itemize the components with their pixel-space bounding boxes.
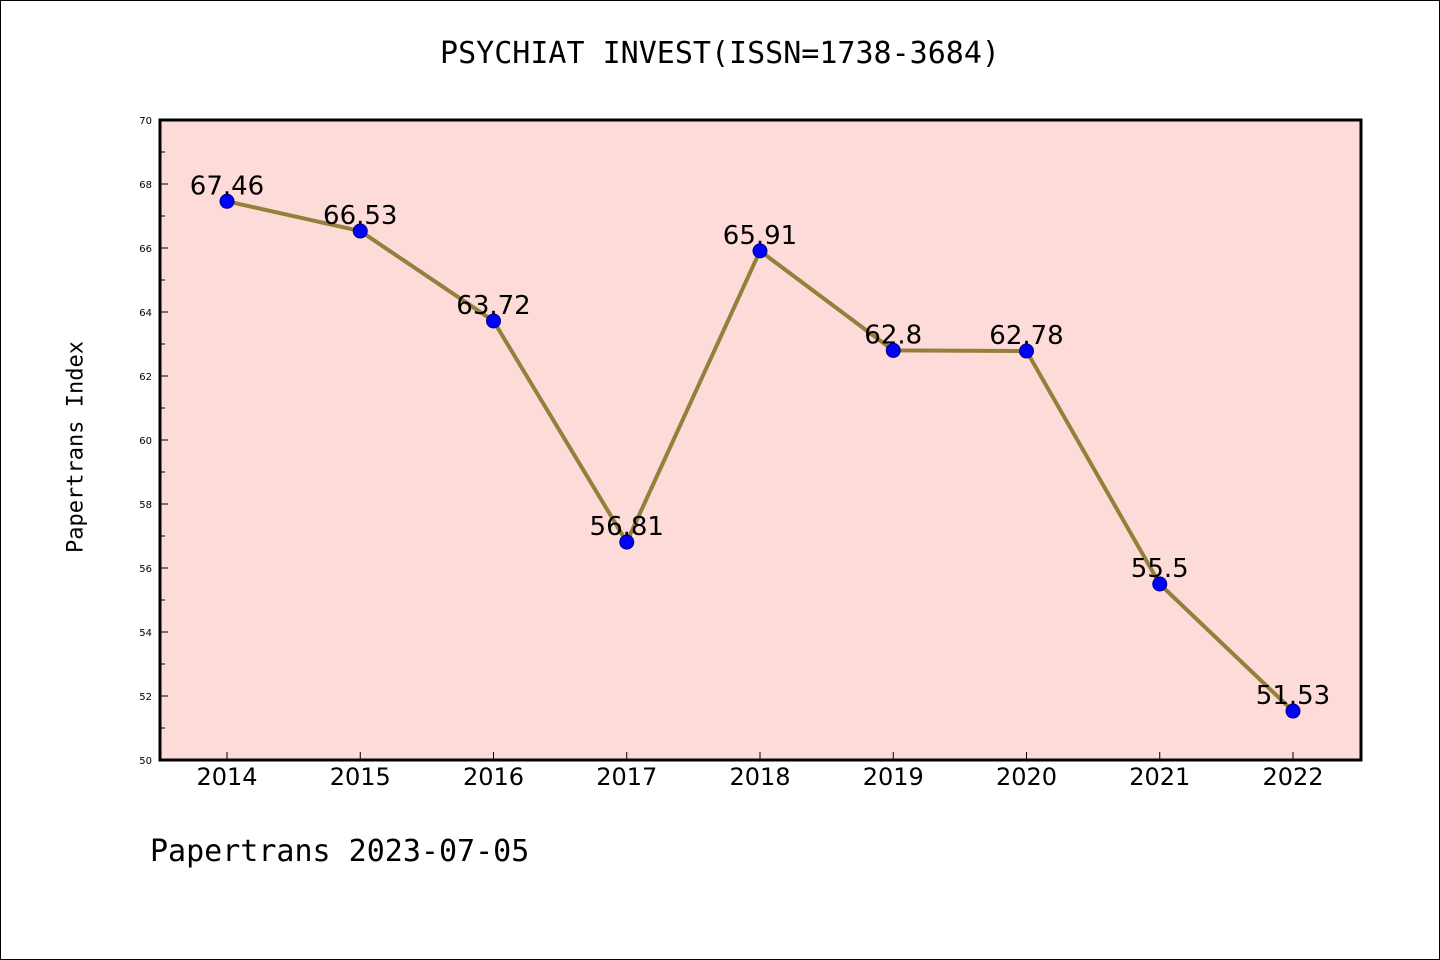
data-point xyxy=(752,243,768,259)
x-tick-label: 2018 xyxy=(729,763,790,791)
data-label: 62.8 xyxy=(864,320,922,350)
data-label: 56.81 xyxy=(590,512,664,542)
data-point xyxy=(1285,703,1301,719)
data-label: 62.78 xyxy=(989,321,1063,351)
x-tick-label: 2022 xyxy=(1262,763,1323,791)
y-tick-label: 58 xyxy=(139,500,152,511)
data-label: 55.5 xyxy=(1131,554,1189,584)
plot-border xyxy=(158,118,1363,762)
y-tick-label: 62 xyxy=(139,372,152,383)
x-tick-label: 2019 xyxy=(863,763,924,791)
y-tick-label: 54 xyxy=(139,628,152,639)
x-tick-label: 2015 xyxy=(330,763,391,791)
data-point xyxy=(1019,343,1034,359)
y-tick-label: 60 xyxy=(139,436,152,447)
x-tick-label: 2014 xyxy=(196,763,257,791)
data-point xyxy=(352,223,368,239)
data-point xyxy=(1152,576,1168,592)
data-point xyxy=(219,193,235,209)
x-tick-label: 2016 xyxy=(463,763,524,791)
x-tick-label: 2021 xyxy=(1129,763,1190,791)
y-tick-label: 56 xyxy=(139,564,152,575)
chart-title: PSYCHIAT INVEST(ISSN=1738-3684) xyxy=(440,36,1000,71)
y-tick-label: 64 xyxy=(139,308,152,319)
data-label: 66.53 xyxy=(323,201,397,231)
y-tick-label: 52 xyxy=(139,692,152,703)
y-tick-label: 50 xyxy=(139,756,152,767)
x-tick-label: 2020 xyxy=(996,763,1057,791)
data-point xyxy=(486,313,501,329)
y-tick-label: 68 xyxy=(139,180,152,191)
y-tick-label: 66 xyxy=(139,244,152,255)
y-tick-label: 70 xyxy=(139,116,152,127)
data-label: 51.53 xyxy=(1256,681,1330,711)
data-label: 63.72 xyxy=(456,291,530,321)
data-point xyxy=(619,534,635,550)
data-label: 67.46 xyxy=(190,171,264,201)
data-point xyxy=(885,342,901,358)
data-label: 65.91 xyxy=(723,221,797,251)
x-tick-label: 2017 xyxy=(596,763,657,791)
footer-text: Papertrans 2023-07-05 xyxy=(150,834,530,869)
